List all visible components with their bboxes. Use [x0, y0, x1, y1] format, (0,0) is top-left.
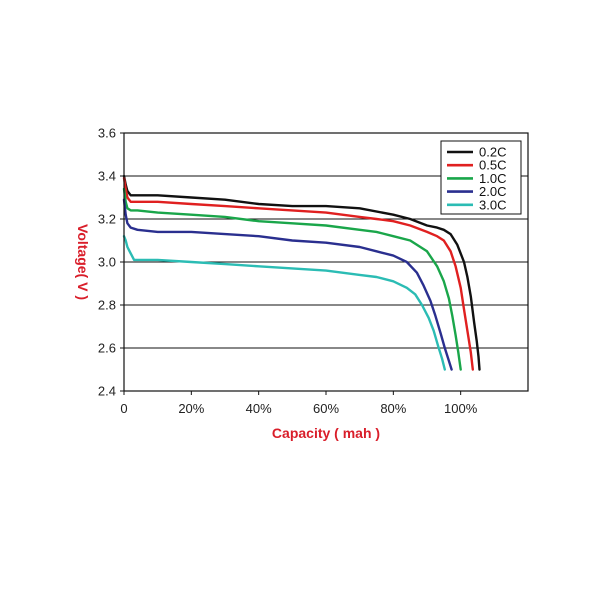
y-axis-title: Voltage( V ): [75, 224, 91, 300]
series-lines: [122, 174, 481, 371]
y-tick-label: 3.0: [98, 255, 116, 270]
legend-label: 3.0C: [479, 197, 506, 212]
x-tick-label: 80%: [380, 401, 406, 416]
series-line-2-0c: [122, 198, 453, 371]
legend: 0.2C0.5C1.0C2.0C3.0C: [440, 140, 522, 215]
y-tick-label: 2.8: [98, 298, 116, 313]
y-tick-label: 3.4: [98, 169, 116, 184]
y-tick-label: 2.6: [98, 341, 116, 356]
axis-ticks: 2.4 2.6 2.8 3.0 3.2 3.4 3.6 0 20% 40% 60% 80% 100%: [98, 126, 478, 417]
x-tick-label: 0: [120, 401, 127, 416]
series-line-0-5c: [122, 176, 474, 371]
x-tick-label: 40%: [246, 401, 272, 416]
x-tick-label: 100%: [444, 401, 478, 416]
legend-label: 0.2C: [479, 145, 506, 160]
y-tick-label: 2.4: [98, 384, 116, 399]
x-tick-label: 20%: [178, 401, 204, 416]
series-line-3-0c: [122, 234, 446, 371]
legend-label: 0.5C: [479, 158, 506, 173]
x-axis-title: Capacity ( mah ): [272, 425, 380, 441]
legend-label: 1.0C: [479, 171, 506, 186]
legend-label: 2.0C: [479, 184, 506, 199]
series-line-0-2c: [122, 174, 481, 371]
series-line-1-0c: [122, 187, 462, 371]
y-tick-label: 3.6: [98, 126, 116, 141]
x-tick-label: 60%: [313, 401, 339, 416]
y-tick-label: 3.2: [98, 212, 116, 227]
